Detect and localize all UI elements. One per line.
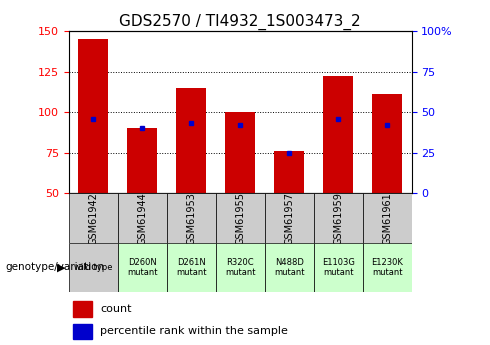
Text: ▶: ▶: [57, 263, 65, 272]
Text: GSM61944: GSM61944: [137, 192, 147, 245]
Text: count: count: [100, 304, 131, 314]
Text: E1103G
mutant: E1103G mutant: [321, 258, 355, 277]
Bar: [118, 243, 167, 292]
Bar: [118, 193, 167, 243]
Text: GSM61942: GSM61942: [88, 192, 98, 245]
Bar: [73, 301, 92, 317]
Bar: [314, 193, 363, 243]
Text: D260N
mutant: D260N mutant: [127, 258, 157, 277]
Bar: [78, 39, 108, 193]
Text: wild type: wild type: [74, 263, 112, 272]
Text: R320C
mutant: R320C mutant: [225, 258, 255, 277]
Bar: [323, 77, 353, 193]
Text: GSM61957: GSM61957: [284, 192, 294, 245]
Bar: [216, 243, 265, 292]
Text: D261N
mutant: D261N mutant: [176, 258, 206, 277]
Bar: [127, 128, 157, 193]
Text: percentile rank within the sample: percentile rank within the sample: [100, 326, 288, 336]
Bar: [225, 112, 255, 193]
Bar: [363, 243, 412, 292]
Text: genotype/variation: genotype/variation: [5, 263, 104, 272]
Bar: [265, 243, 314, 292]
Bar: [176, 88, 206, 193]
Text: GSM61953: GSM61953: [186, 192, 196, 245]
Title: GDS2570 / TI4932_1S003473_2: GDS2570 / TI4932_1S003473_2: [119, 13, 361, 30]
Bar: [167, 243, 216, 292]
Bar: [265, 193, 314, 243]
Bar: [216, 193, 265, 243]
Bar: [69, 243, 118, 292]
Bar: [167, 193, 216, 243]
Bar: [73, 324, 92, 339]
Bar: [363, 193, 412, 243]
Text: GSM61961: GSM61961: [382, 192, 392, 245]
Bar: [69, 193, 118, 243]
Text: E1230K
mutant: E1230K mutant: [371, 258, 403, 277]
Bar: [372, 94, 402, 193]
Text: N488D
mutant: N488D mutant: [274, 258, 304, 277]
Bar: [314, 243, 363, 292]
Text: GSM61955: GSM61955: [235, 192, 245, 245]
Text: GSM61959: GSM61959: [333, 192, 343, 245]
Bar: [274, 151, 304, 193]
